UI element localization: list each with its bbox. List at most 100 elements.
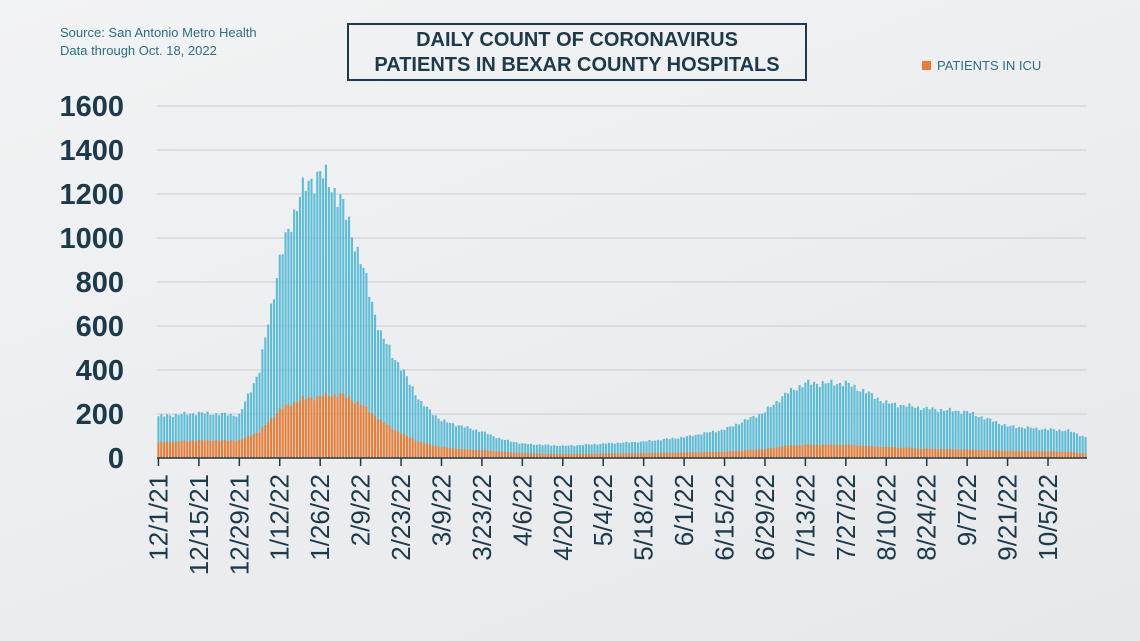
bar-total (561, 445, 564, 458)
bar-total (388, 344, 391, 458)
bar-total (400, 370, 403, 458)
bar-total (607, 442, 611, 458)
bar-total (807, 379, 810, 458)
bar-total (521, 443, 524, 458)
bar-total (434, 415, 437, 458)
bar-icu (815, 444, 818, 458)
bar-icu (940, 448, 943, 458)
bar-icu (1006, 450, 1009, 458)
bar-icu (544, 453, 547, 458)
bar-total (275, 278, 278, 458)
bar-icu (602, 453, 605, 458)
bar-icu (495, 451, 498, 458)
bar-total (587, 444, 590, 458)
bar-total (509, 441, 512, 458)
bar-icu (934, 448, 937, 458)
bar-total (968, 413, 972, 458)
bar-icu (1044, 451, 1047, 458)
bar-total (356, 246, 359, 458)
bar-icu (772, 447, 775, 458)
bar-icu (862, 445, 865, 458)
bar-total (735, 423, 738, 458)
bar-total (648, 439, 651, 458)
bar-total (371, 301, 374, 458)
bar-icu (529, 453, 533, 458)
bar-icu (391, 429, 394, 458)
bar-icu (818, 445, 821, 458)
bar-total (454, 426, 457, 458)
bar-total (691, 436, 694, 458)
bar-total (642, 441, 645, 458)
bar-total (304, 190, 307, 459)
bar-icu (316, 396, 319, 458)
bar-total (798, 385, 801, 458)
bar-icu (449, 447, 452, 458)
bar-total (746, 419, 749, 458)
bar-total (420, 401, 423, 458)
bar-total (925, 406, 928, 458)
bar-total (417, 399, 420, 458)
bar-total (336, 206, 339, 458)
bar-icu (876, 446, 879, 458)
bar-icu (581, 453, 585, 458)
bar-total (157, 416, 160, 458)
bar-total (703, 432, 706, 458)
bar-icu (472, 450, 475, 458)
bar-total (290, 231, 293, 458)
source-note: Source: San Antonio Metro Health Data th… (60, 24, 257, 60)
bar-icu (454, 448, 457, 458)
bar-total (527, 444, 530, 458)
bar-total (457, 425, 460, 458)
bar-icu (622, 453, 625, 458)
bar-icu (1032, 451, 1035, 458)
bar-icu (339, 393, 342, 458)
bar-icu (914, 448, 917, 458)
bar-icu (977, 450, 980, 458)
bar-total (330, 192, 333, 459)
bar-total (550, 445, 553, 458)
bar-total (235, 416, 238, 458)
bar-icu (1078, 453, 1081, 458)
bar-icu (968, 449, 972, 458)
bar-icu (319, 396, 322, 458)
bar-icu (870, 445, 873, 458)
bar-icu (376, 419, 379, 458)
bar-icu (801, 445, 804, 458)
bar-icu (463, 449, 466, 458)
bar-icu (350, 400, 353, 458)
bar-icu (657, 452, 660, 458)
bar-total (244, 401, 247, 458)
bar-total (948, 407, 951, 458)
bar-total (905, 406, 908, 458)
bar-total (284, 232, 287, 458)
bar-icu (200, 440, 203, 458)
bar-total (593, 443, 596, 458)
y-tick-label: 200 (76, 399, 124, 431)
bar-icu (706, 452, 709, 458)
bar-icu (431, 445, 434, 458)
bar-total (477, 431, 481, 458)
bar-icu (1000, 450, 1003, 458)
bar-total (911, 406, 914, 458)
bar-total (333, 188, 336, 458)
bar-total (934, 409, 937, 458)
bar-icu (839, 444, 842, 458)
bar-icu (960, 449, 963, 458)
bar-total (737, 424, 741, 458)
bar-icu (911, 448, 914, 458)
bar-icu (518, 453, 521, 458)
bar-icu (527, 453, 530, 458)
bar-total (466, 426, 469, 458)
x-tick-label: 12/15/21 (184, 474, 214, 575)
bar-icu (971, 449, 974, 458)
bar-icu (919, 448, 922, 458)
bar-total (954, 410, 957, 458)
bar-total (919, 410, 922, 458)
bar-icu (631, 453, 634, 458)
bar-icu (804, 444, 807, 458)
bar-total (645, 441, 648, 458)
bar-total (706, 432, 709, 458)
bar-total (544, 444, 547, 458)
bar-icu (651, 453, 654, 458)
bar-icu (261, 426, 264, 458)
